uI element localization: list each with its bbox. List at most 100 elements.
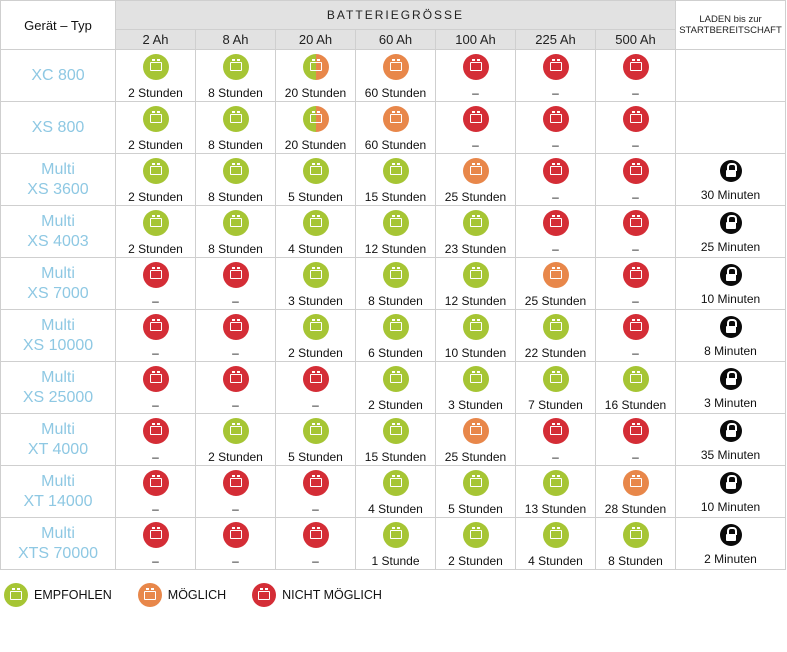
- charge-time-cell: –: [115, 517, 196, 570]
- battery-ok-icon: [462, 365, 489, 392]
- battery-not-possible-icon: [622, 417, 649, 444]
- charge-time-cell: 2 Stunden: [115, 205, 196, 258]
- charge-time-cell: –: [115, 309, 196, 362]
- charge-time: 8 Stunden: [608, 553, 663, 568]
- charge-time-cell: 10 Stunden: [435, 309, 516, 362]
- charge-time: –: [632, 85, 639, 100]
- charge-time-cell: –: [435, 49, 516, 102]
- table-row: Multi XTS 70000 – – – 1 Stunde 2 Stunden 4 Stun…: [0, 517, 786, 570]
- battery-not-possible-icon: [222, 521, 249, 548]
- battery-not-possible-icon: [222, 261, 249, 288]
- charge-time-cell: 5 Stunden: [435, 465, 516, 518]
- charge-time: –: [632, 449, 639, 464]
- battery-ok-icon: [302, 209, 329, 236]
- battery-not-possible-icon: [542, 53, 569, 80]
- charge-time-cell: 2 Stunden: [355, 361, 436, 414]
- charge-time: 8 Stunden: [208, 85, 263, 100]
- charge-time: 5 Stunden: [288, 189, 343, 204]
- battery-ok-icon: [4, 583, 28, 607]
- battery-ok-icon: [382, 469, 409, 496]
- battery-ok-icon: [462, 521, 489, 548]
- battery-not-possible-icon: [622, 261, 649, 288]
- charge-time-cell: –: [195, 257, 276, 310]
- battery-ok-icon: [382, 261, 409, 288]
- device-name-line2: XTS 70000: [17, 544, 99, 562]
- table-row: XS 800 2 Stunden 8 Stunden 20 Stunden 60 Stu…: [0, 101, 786, 154]
- device-name: Multi XTS 70000: [0, 517, 116, 570]
- charge-time-cell: 4 Stunden: [515, 517, 596, 570]
- charge-time-cell: –: [275, 361, 356, 414]
- battery-not-possible-icon: [302, 521, 329, 548]
- device-name: XC 800: [0, 49, 116, 102]
- lock-icon: [719, 263, 742, 286]
- charge-time: 8 Stunden: [368, 293, 423, 308]
- charge-time-cell: 20 Stunden: [275, 101, 356, 154]
- charge-time: –: [312, 553, 319, 568]
- battery-ok-icon: [222, 53, 249, 80]
- battery-ok-icon: [382, 417, 409, 444]
- charge-time-cell: 28 Stunden: [595, 465, 676, 518]
- charge-time-cell: –: [195, 465, 276, 518]
- battery-size-header: BATTERIEGRÖSSE: [115, 0, 676, 30]
- lock-icon: [719, 211, 742, 234]
- battery-ok-icon: [302, 261, 329, 288]
- charge-time: –: [632, 241, 639, 256]
- battery-ok-icon: [222, 209, 249, 236]
- battery-ok-icon: [622, 365, 649, 392]
- capacity-header: 500 Ah: [595, 29, 676, 50]
- charge-time: 16 Stunden: [604, 397, 667, 412]
- battery-ok-icon: [302, 157, 329, 184]
- device-name-line1: Multi: [41, 264, 75, 282]
- charge-time: 60 Stunden: [364, 85, 427, 100]
- battery-ok-possible-icon: [302, 53, 329, 80]
- charge-time: 15 Stunden: [364, 449, 427, 464]
- battery-ok-icon: [382, 365, 409, 392]
- legend-label: MÖGLICH: [167, 588, 227, 602]
- battery-ok-icon: [222, 105, 249, 132]
- charge-time: 8 Stunden: [208, 189, 263, 204]
- charge-time-cell: 25 Stunden: [515, 257, 596, 310]
- charge-time: –: [312, 501, 319, 516]
- charge-time: –: [472, 85, 479, 100]
- charge-time: –: [152, 293, 159, 308]
- battery-not-possible-icon: [222, 365, 249, 392]
- ready-time-cell: 2 Minuten: [675, 517, 786, 570]
- device-name: Multi XS 4003: [0, 205, 116, 258]
- battery-not-possible-icon: [542, 157, 569, 184]
- battery-not-possible-icon: [622, 313, 649, 340]
- battery-not-possible-icon: [542, 105, 569, 132]
- charging-table: Gerät – Typ BATTERIEGRÖSSE LADEN bis zur…: [0, 0, 786, 570]
- charge-time: 4 Stunden: [528, 553, 583, 568]
- charge-time: –: [632, 137, 639, 152]
- table-row: Multi XS 10000 – – 2 Stunden 6 Stunden 10 Stun…: [0, 309, 786, 362]
- charge-time: –: [232, 397, 239, 412]
- charge-time-cell: –: [115, 361, 196, 414]
- charge-time-cell: 2 Stunden: [195, 413, 276, 466]
- capacity-header: 60 Ah: [355, 29, 436, 50]
- charge-time-cell: –: [115, 465, 196, 518]
- battery-possible-icon: [542, 261, 569, 288]
- legend-item: NICHT MÖGLICH: [252, 583, 382, 607]
- charge-time-cell: –: [595, 309, 676, 362]
- charge-time-cell: –: [515, 153, 596, 206]
- charge-time: 2 Stunden: [128, 241, 183, 256]
- table-row: Multi XS 7000 – – 3 Stunden 8 Stunden 12 Stund…: [0, 257, 786, 310]
- charge-time-cell: 7 Stunden: [515, 361, 596, 414]
- ready-time-cell: 3 Minuten: [675, 361, 786, 414]
- charge-time-cell: 2 Stunden: [435, 517, 516, 570]
- battery-not-possible-icon: [622, 53, 649, 80]
- charge-time: 8 Stunden: [208, 241, 263, 256]
- battery-ok-icon: [142, 53, 169, 80]
- charge-time-cell: 8 Stunden: [195, 101, 276, 154]
- battery-ok-icon: [222, 157, 249, 184]
- device-name-line1: XC 800: [31, 66, 85, 84]
- charge-time: –: [152, 345, 159, 360]
- charge-time-cell: –: [115, 413, 196, 466]
- battery-not-possible-icon: [622, 105, 649, 132]
- charge-time-cell: 25 Stunden: [435, 153, 516, 206]
- charge-time: –: [472, 137, 479, 152]
- charge-time-cell: 5 Stunden: [275, 153, 356, 206]
- charge-time-cell: 8 Stunden: [195, 205, 276, 258]
- ready-time-cell: 30 Minuten: [675, 153, 786, 206]
- ready-time-cell: 35 Minuten: [675, 413, 786, 466]
